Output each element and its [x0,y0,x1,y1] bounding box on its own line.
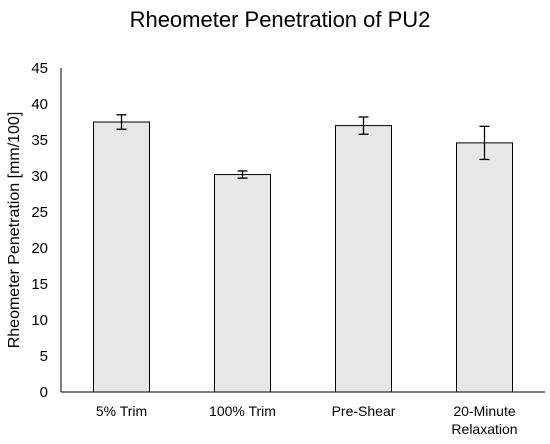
error-bars [116,114,490,179]
error-bar [358,116,369,135]
y-tick-label: 40 [31,96,48,113]
error-bar [237,170,248,179]
y-axis-title: Rheometer Penetration [mm/100] [6,112,23,349]
bar [93,121,150,393]
x-category-label: 100% Trim [209,403,276,419]
x-category-label: 20-Minute [453,403,515,419]
error-bar [116,114,127,130]
y-tick-label: 0 [40,384,48,401]
x-category-label: 5% Trim [96,403,147,419]
bars [93,121,513,393]
bar [214,174,271,393]
y-tick-label: 45 [31,60,48,77]
error-bar [479,125,490,161]
x-category-label: Relaxation [451,421,517,437]
bar [456,142,513,393]
bar [335,125,392,393]
y-tick-label: 25 [31,204,48,221]
y-tick-label: 15 [31,276,48,293]
y-tick-label: 5 [40,348,48,365]
x-axis-categories: 5% Trim 100% Trim Pre-Shear 20-Minute Relaxa… [96,403,518,437]
y-axis-ticks: 0 5 10 15 20 25 30 35 40 45 [31,60,48,401]
x-category-label: Pre-Shear [332,403,396,419]
y-tick-label: 20 [31,240,48,257]
y-tick-label: 10 [31,312,48,329]
chart-title: Rheometer Penetration of PU2 [130,7,431,32]
y-tick-label: 30 [31,168,48,185]
y-tick-label: 35 [31,132,48,149]
